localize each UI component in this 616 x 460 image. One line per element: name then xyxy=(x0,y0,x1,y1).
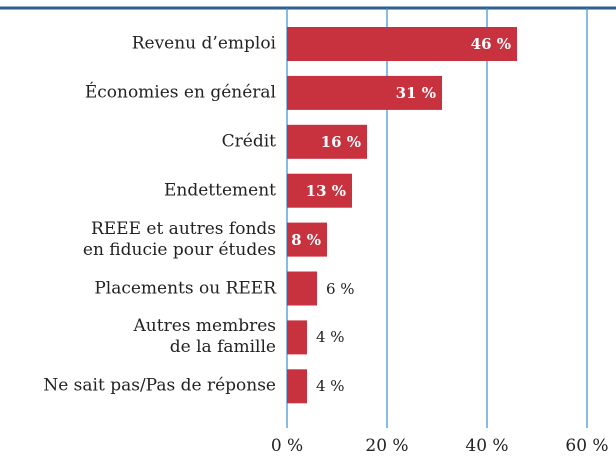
category-label: Autres membres de la famille xyxy=(133,316,276,358)
bar xyxy=(287,124,367,159)
x-tick-label: 0 % xyxy=(270,436,304,456)
value-label: 46 % xyxy=(470,35,511,53)
bar xyxy=(287,27,517,61)
bar xyxy=(287,369,307,404)
category-label: Placements ou REER xyxy=(94,278,276,298)
category-label: Revenu d’emploi xyxy=(131,33,276,54)
value-label: 13 % xyxy=(305,181,346,200)
bar xyxy=(287,173,352,208)
x-tick-label: 60 % xyxy=(565,436,609,456)
value-label: 31 % xyxy=(395,83,436,102)
value-label: 8 % xyxy=(291,230,321,249)
category-label: Endettement xyxy=(164,180,276,201)
value-label: 16 % xyxy=(320,132,361,151)
value-label: 4 % xyxy=(316,328,345,347)
x-tick-label: 20 % xyxy=(365,436,409,456)
bar xyxy=(287,320,307,355)
bar xyxy=(287,75,442,110)
value-label: 4 % xyxy=(316,377,345,396)
x-tick-label: 40 % xyxy=(465,436,509,456)
category-label: REEE et autres fonds en fiducie pour étu… xyxy=(82,218,276,260)
bar xyxy=(287,271,317,306)
category-label: Économies en général xyxy=(84,82,276,103)
category-label: Crédit xyxy=(221,131,276,152)
bar xyxy=(287,222,327,257)
category-label: Ne sait pas/Pas de réponse xyxy=(43,375,276,396)
value-label: 6 % xyxy=(326,279,355,298)
